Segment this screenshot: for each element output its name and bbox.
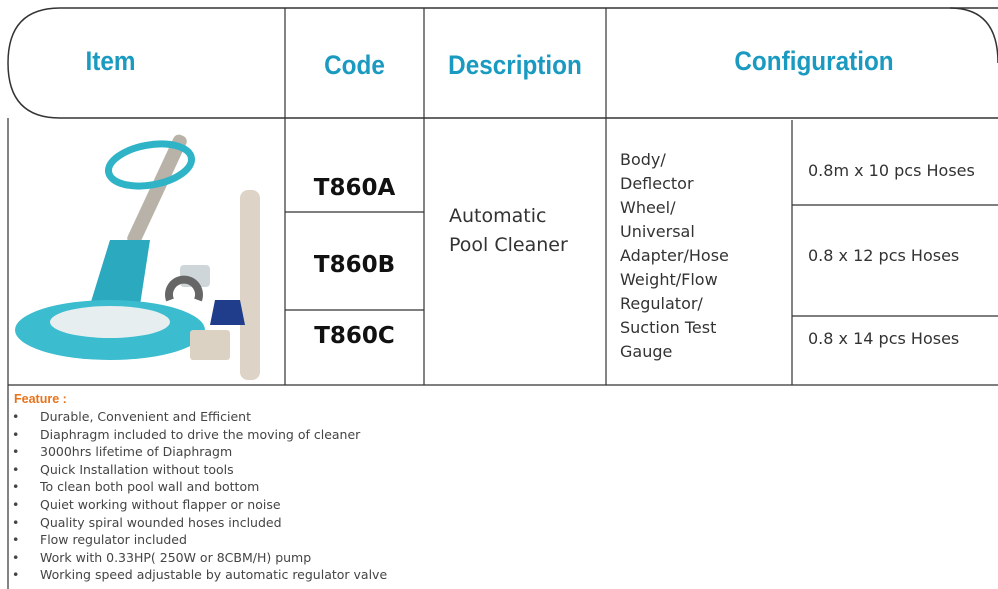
feature-item: Quiet working without flapper or noise	[0, 496, 387, 514]
parts-line: Adapter/Hose	[620, 246, 729, 265]
feature-item: Flow regulator included	[0, 531, 387, 549]
parts-line: Deflector	[620, 174, 694, 193]
column-header: Item	[85, 46, 136, 76]
feature-item: Diaphragm included to drive the moving o…	[0, 426, 387, 444]
feature-item: Working speed adjustable by automatic re…	[0, 566, 387, 584]
feature-item: Quick Installation without tools	[0, 461, 387, 479]
parts-line: Wheel/	[620, 198, 676, 217]
grid	[7, 8, 998, 589]
description: Automatic Pool Cleaner	[449, 202, 568, 260]
product-code: T860B	[313, 252, 396, 278]
feature-item: Work with 0.33HP( 250W or 8CBM/H) pump	[0, 549, 387, 567]
configuration: 0.8 x 12 pcs Hoses	[808, 246, 960, 265]
product-image	[15, 134, 260, 380]
header-pill	[7, 7, 998, 119]
product-code: T860C	[314, 323, 395, 349]
configuration: 0.8 x 14 pcs Hoses	[808, 329, 960, 348]
feature-list: Durable, Convenient and EfficientDiaphra…	[0, 408, 387, 584]
parts-line: Universal	[620, 222, 695, 241]
description-line: Automatic	[449, 205, 547, 227]
parts-line: Body/	[620, 150, 666, 169]
column-header: Description	[448, 50, 582, 80]
parts-line: Regulator/	[620, 294, 703, 313]
description-line: Pool Cleaner	[449, 234, 568, 256]
parts-list: Body/Deflector Wheel/Universal Adapter/Hos…	[620, 148, 729, 364]
parts-line: Suction Test	[620, 318, 717, 337]
feature-item: 3000hrs lifetime of Diaphragm	[0, 443, 387, 461]
parts-line: Gauge	[620, 342, 673, 361]
feature-title: Feature :	[14, 392, 67, 406]
feature-item: Durable, Convenient and Efficient	[0, 408, 387, 426]
configuration: 0.8m x 10 pcs Hoses	[808, 161, 975, 180]
parts-line: Weight/Flow	[620, 270, 718, 289]
product-code: T860A	[313, 175, 396, 201]
feature-item: Quality spiral wounded hoses included	[0, 514, 387, 532]
column-header: Configuration	[734, 46, 894, 76]
feature-item: To clean both pool wall and bottom	[0, 478, 387, 496]
column-header: Code	[324, 50, 385, 80]
